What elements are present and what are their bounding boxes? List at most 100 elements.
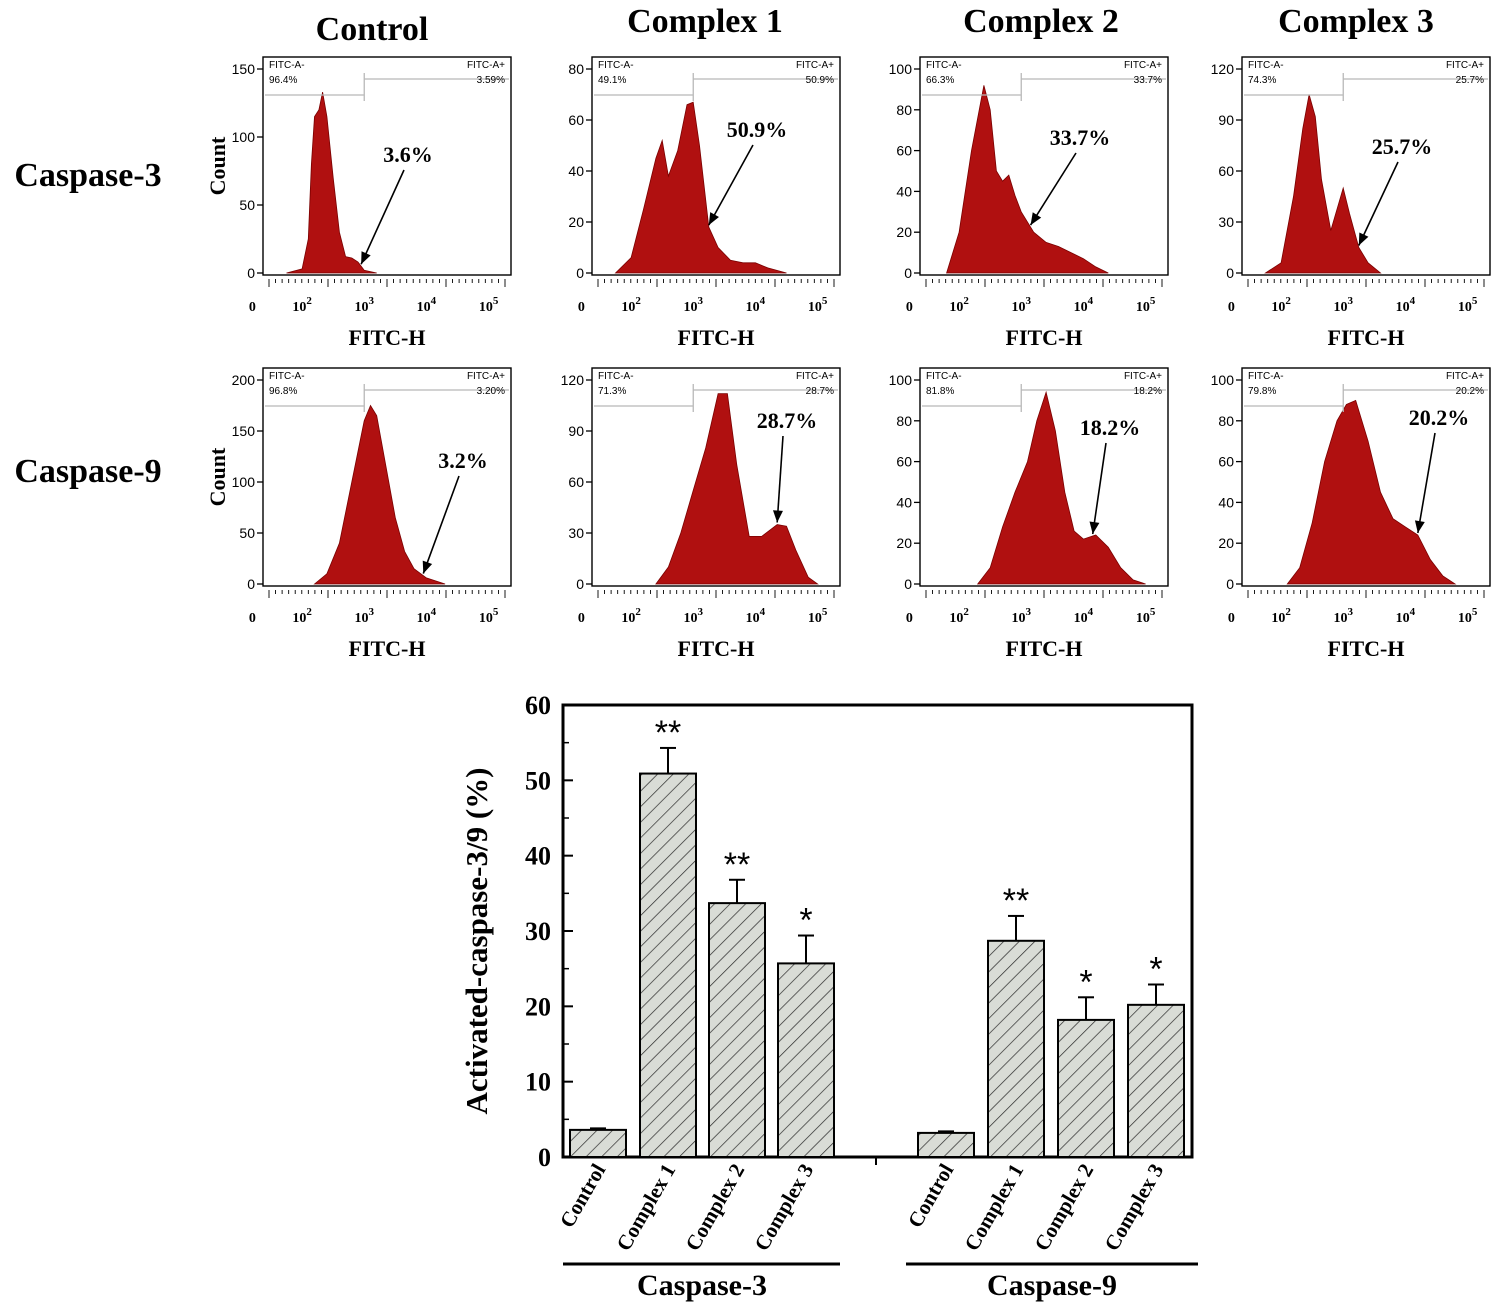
- row-label-caspase-3: Caspase-3: [14, 157, 161, 194]
- annotation-arrow-caspase-9-complex-3: [1417, 432, 1436, 534]
- x-tick-label-caspase-9-complex-3-2: 103: [1333, 606, 1353, 626]
- histogram-area-caspase-3-complex-1: [614, 101, 787, 274]
- bar-y-tick-label-50: 50: [525, 766, 551, 795]
- bar-y-tick-label-0: 0: [538, 1143, 551, 1172]
- significance-caspase-3-complex-1: **: [655, 714, 681, 752]
- gate-percent-positive-caspase-9-control: 3.20%: [477, 386, 505, 397]
- y-tick-label-caspase-3-complex-3-90: 90: [1218, 112, 1234, 128]
- y-tick-label-caspase-9-complex-1-30: 30: [568, 525, 584, 541]
- annotation-caspase-3-complex-3: 25.7%: [1372, 134, 1433, 159]
- gate-percent-positive-caspase-9-complex-2: 18.2%: [1134, 386, 1162, 397]
- x-tick-label-caspase-3-control-1: 102: [292, 295, 312, 315]
- y-tick-label-caspase-9-complex-3-20: 20: [1218, 535, 1234, 551]
- gate-label-positive-caspase-9-complex-3: FITC-A+: [1446, 371, 1484, 382]
- y-tick-label-caspase-3-complex-2-40: 40: [896, 183, 912, 199]
- x-tick-label-caspase-3-complex-2-1: 102: [949, 295, 969, 315]
- x-tick-label-caspase-9-complex-2-0: 0: [906, 611, 913, 626]
- histogram-frame-caspase-3-complex-2: [919, 56, 1169, 276]
- y-tick-label-caspase-9-complex-1-90: 90: [568, 423, 584, 439]
- bar-caspase-9-complex-2: [1057, 1018, 1115, 1158]
- x-tick-label-caspase-3-complex-2-3: 104: [1074, 295, 1094, 315]
- bar-category-label-caspase-3-complex-1: Complex 1: [611, 1160, 680, 1255]
- bar-chart: 0 10 20 30 40 50 60 Activated-caspase-3/9 (%) Co…: [459, 691, 1198, 1302]
- x-axis-label-caspase-3-complex-1: FITC-H: [678, 325, 755, 350]
- gate-percent-negative-caspase-9-complex-3: 79.8%: [1248, 386, 1276, 397]
- gate-percent-negative-caspase-3-complex-1: 49.1%: [598, 75, 626, 86]
- y-tick-label-caspase-9-complex-2-80: 80: [896, 413, 912, 429]
- bar-category-label-caspase-3-complex-2: Complex 2: [680, 1160, 749, 1255]
- x-tick-label-caspase-3-control-0: 0: [249, 300, 256, 315]
- gate-label-negative-caspase-9-complex-1: FITC-A-: [598, 371, 634, 382]
- histogram-panel-caspase-9-control: FITC-A- 96.8% FITC-A+ 3.20% 0 50 100 150 200 0 102…: [205, 367, 512, 661]
- x-axis-label-caspase-3-complex-2: FITC-H: [1006, 325, 1083, 350]
- gate-label-positive-caspase-3-control: FITC-A+: [467, 60, 505, 71]
- x-tick-label-caspase-3-control-4: 105: [479, 295, 499, 315]
- gate-percent-positive-caspase-3-complex-2: 33.7%: [1134, 75, 1162, 86]
- gate-percent-positive-caspase-9-complex-1: 28.7%: [806, 386, 834, 397]
- annotation-arrow-caspase-3-control: [360, 169, 405, 265]
- y-tick-label-caspase-9-control-200: 200: [232, 372, 256, 388]
- bar-caspase-3-complex-2: [708, 902, 766, 1158]
- x-axis-label-caspase-9-control: FITC-H: [349, 636, 426, 661]
- x-tick-label-caspase-3-complex-2-4: 105: [1136, 295, 1156, 315]
- gate-label-negative-caspase-3-control: FITC-A-: [269, 60, 305, 71]
- histogram-frame-caspase-9-complex-3: [1241, 367, 1491, 587]
- gate-percent-negative-caspase-3-control: 96.4%: [269, 75, 297, 86]
- gate-percent-positive-caspase-9-complex-3: 20.2%: [1456, 386, 1484, 397]
- annotation-caspase-3-complex-2: 33.7%: [1050, 125, 1111, 150]
- histogram-area-caspase-9-complex-3: [1286, 399, 1457, 585]
- column-title-complex-1: Complex 1: [627, 3, 783, 40]
- annotation-arrowhead-caspase-3-complex-2: [1030, 212, 1042, 226]
- group-label-caspase-3: Caspase-3: [637, 1269, 767, 1302]
- gate-label-positive-caspase-3-complex-3: FITC-A+: [1446, 60, 1484, 71]
- annotation-arrow-caspase-9-complex-2: [1091, 442, 1107, 535]
- x-tick-label-caspase-9-complex-1-0: 0: [578, 611, 585, 626]
- gate-percent-negative-caspase-9-complex-2: 81.8%: [926, 386, 954, 397]
- annotation-caspase-9-complex-1: 28.7%: [757, 408, 818, 433]
- gate-percent-positive-caspase-3-control: 3.59%: [477, 75, 505, 86]
- bar-caspase-9-control: [917, 1131, 975, 1158]
- annotation-arrowhead-caspase-9-complex-2: [1089, 521, 1100, 535]
- gate-percent-negative-caspase-9-control: 96.8%: [269, 386, 297, 397]
- histogram-area-caspase-3-complex-2: [946, 85, 1109, 274]
- y-tick-label-caspase-9-control-150: 150: [232, 423, 256, 439]
- x-tick-label-caspase-3-complex-3-1: 102: [1271, 295, 1291, 315]
- y-tick-label-caspase-3-control-0: 0: [247, 265, 255, 281]
- y-tick-label-caspase-9-complex-2-0: 0: [904, 576, 912, 592]
- bar-category-label-caspase-9-complex-1: Complex 1: [959, 1160, 1028, 1255]
- x-tick-label-caspase-3-complex-3-0: 0: [1228, 300, 1235, 315]
- column-title-complex-3: Complex 3: [1278, 3, 1434, 40]
- y-tick-label-caspase-9-complex-2-40: 40: [896, 494, 912, 510]
- gate-label-positive-caspase-9-complex-2: FITC-A+: [1124, 371, 1162, 382]
- x-tick-label-caspase-3-control-3: 104: [417, 295, 437, 315]
- x-tick-label-caspase-9-complex-3-0: 0: [1228, 611, 1235, 626]
- histogram-area-caspase-9-control: [313, 404, 446, 585]
- y-tick-label-caspase-3-complex-2-80: 80: [896, 102, 912, 118]
- bar-y-tick-label-60: 60: [525, 691, 551, 720]
- annotation-arrow-caspase-3-complex-3: [1358, 161, 1399, 246]
- histogram-frame-caspase-3-complex-3: [1241, 56, 1491, 276]
- bar-caspase-9-complex-1: [987, 939, 1045, 1158]
- bar-y-tick-label-20: 20: [525, 992, 551, 1021]
- x-tick-label-caspase-3-complex-2-2: 103: [1011, 295, 1031, 315]
- x-tick-label-caspase-9-complex-2-1: 102: [949, 606, 969, 626]
- y-tick-label-caspase-9-complex-3-40: 40: [1218, 494, 1234, 510]
- y-tick-label-caspase-3-control-150: 150: [232, 61, 256, 77]
- annotation-arrowhead-caspase-3-complex-3: [1358, 232, 1369, 246]
- y-tick-label-caspase-9-complex-2-60: 60: [896, 454, 912, 470]
- x-tick-label-caspase-3-complex-3-2: 103: [1333, 295, 1353, 315]
- histogram-panel-caspase-9-complex-1: FITC-A- 71.3% FITC-A+ 28.7% 0 30 60 90 120 0 102 10…: [561, 367, 841, 661]
- annotation-caspase-9-control: 3.2%: [438, 448, 488, 473]
- x-tick-label-caspase-9-complex-3-1: 102: [1271, 606, 1291, 626]
- annotation-caspase-3-control: 3.6%: [383, 142, 433, 167]
- x-tick-label-caspase-9-control-0: 0: [249, 611, 256, 626]
- x-tick-label-caspase-3-complex-3-4: 105: [1458, 295, 1478, 315]
- annotation-arrow-caspase-3-complex-2: [1029, 152, 1077, 226]
- histogram-frame-caspase-3-control: [262, 56, 512, 276]
- annotation-caspase-9-complex-2: 18.2%: [1080, 415, 1141, 440]
- y-tick-label-caspase-9-complex-2-100: 100: [889, 372, 913, 388]
- x-tick-label-caspase-9-complex-3-3: 104: [1396, 606, 1416, 626]
- annotation-caspase-3-complex-1: 50.9%: [727, 117, 788, 142]
- gate-percent-negative-caspase-3-complex-3: 74.3%: [1248, 75, 1276, 86]
- y-tick-label-caspase-3-complex-3-0: 0: [1226, 265, 1234, 281]
